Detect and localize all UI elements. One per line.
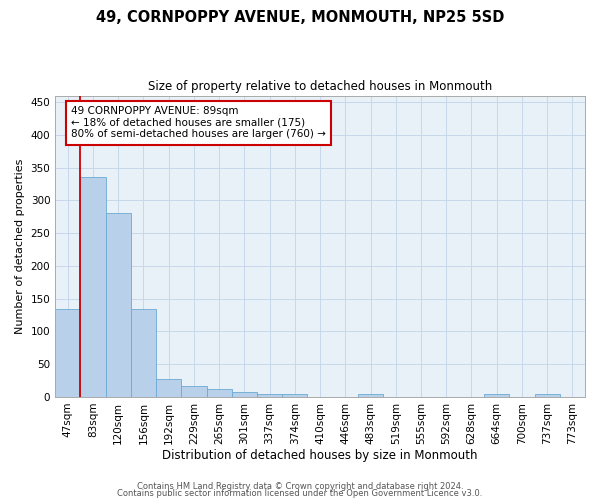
Bar (206, 389, 232, 397)
Text: 49, CORNPOPPY AVENUE, MONMOUTH, NP25 5SD: 49, CORNPOPPY AVENUE, MONMOUTH, NP25 5SD (96, 10, 504, 25)
Bar (535, 394, 560, 397)
Bar (484, 394, 509, 397)
X-axis label: Distribution of detached houses by size in Monmouth: Distribution of detached houses by size … (163, 450, 478, 462)
Bar (131, 308, 156, 397)
Bar (181, 386, 206, 397)
Title: Size of property relative to detached houses in Monmouth: Size of property relative to detached ho… (148, 80, 492, 93)
Bar (282, 394, 307, 397)
Y-axis label: Number of detached properties: Number of detached properties (15, 158, 25, 334)
Text: Contains HM Land Registry data © Crown copyright and database right 2024.: Contains HM Land Registry data © Crown c… (137, 482, 463, 491)
Bar (232, 392, 257, 397)
Text: 49 CORNPOPPY AVENUE: 89sqm
← 18% of detached houses are smaller (175)
80% of sem: 49 CORNPOPPY AVENUE: 89sqm ← 18% of deta… (71, 106, 326, 140)
Bar (106, 214, 131, 397)
Bar (55, 308, 80, 397)
Bar (358, 394, 383, 397)
Bar (80, 178, 106, 397)
Text: Contains public sector information licensed under the Open Government Licence v3: Contains public sector information licen… (118, 489, 482, 498)
Bar (156, 380, 181, 397)
Bar (257, 394, 282, 397)
